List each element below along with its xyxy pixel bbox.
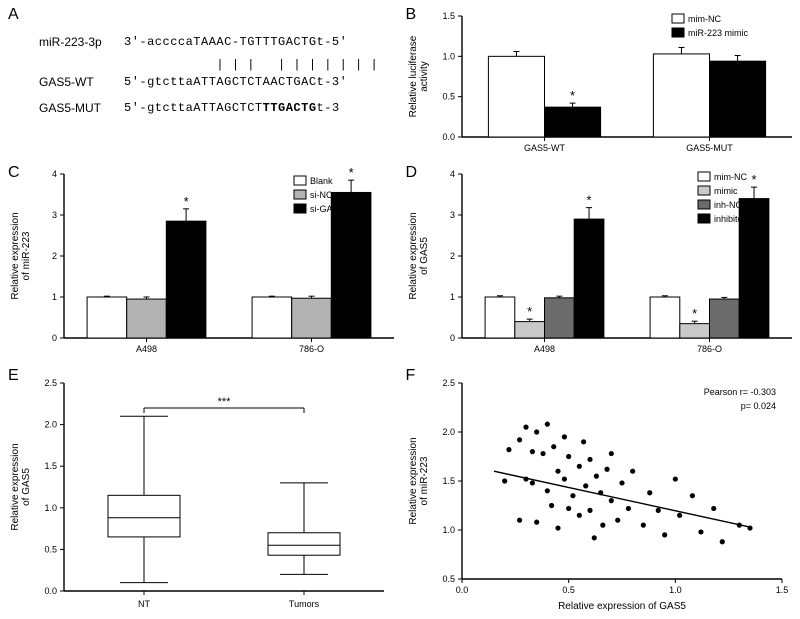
svg-text:of miR-223: of miR-223 <box>21 231 32 280</box>
panel-f-chart: F 0.51.01.52.02.50.00.51.01.5Relative ex… <box>402 365 797 619</box>
svg-text:4: 4 <box>449 169 454 179</box>
svg-text:of GAS5: of GAS5 <box>21 468 32 506</box>
seq-row-gas5-mut: GAS5-MUT 5'-gtcttaATTAGCTCTTTGACTGt-3 <box>39 100 378 117</box>
svg-text:miR-223 mimic: miR-223 mimic <box>688 28 749 38</box>
svg-text:0.5: 0.5 <box>562 585 575 595</box>
svg-text:1.5: 1.5 <box>442 11 455 21</box>
svg-text:*: * <box>586 193 591 208</box>
svg-text:p= 0.024: p= 0.024 <box>740 401 775 411</box>
seq-label: GAS5-MUT <box>39 100 124 117</box>
svg-text:inhibitor: inhibitor <box>714 214 746 224</box>
svg-text:*: * <box>570 88 575 103</box>
seq-label: GAS5-WT <box>39 74 124 91</box>
svg-text:activity: activity <box>419 61 430 92</box>
svg-text:2.0: 2.0 <box>44 420 57 430</box>
svg-text:Relative luciferase: Relative luciferase <box>408 35 419 117</box>
seq-text: 3'-accccaTAAAC-TGTTTGACTGt-5' <box>124 34 347 51</box>
panel-d-chart: D 01234Relative expressionof GAS5A498786… <box>402 162 797 362</box>
svg-text:*: * <box>527 304 532 319</box>
svg-text:*: * <box>692 306 697 321</box>
svg-text:2: 2 <box>449 251 454 261</box>
svg-text:1.5: 1.5 <box>44 461 57 471</box>
seq-row-gas5-wt: GAS5-WT 5'-gtcttaATTAGCTCTAACTGACt-3' <box>39 74 378 91</box>
svg-text:*: * <box>751 172 756 187</box>
svg-text:Relative expression: Relative expression <box>408 437 419 524</box>
svg-text:inh-NC: inh-NC <box>714 200 743 210</box>
svg-text:Blank: Blank <box>310 176 333 186</box>
panel-e-svg: 0.0 0.5 1.0 1.5 2.0 2.5 Relative expressionof … <box>4 365 404 619</box>
svg-text:2.5: 2.5 <box>442 378 455 388</box>
panel-c-chart: C 01234Relative expressionof miR-223A498… <box>4 162 399 362</box>
svg-text:mim-NC: mim-NC <box>688 14 721 24</box>
svg-text:0.5: 0.5 <box>442 92 455 102</box>
svg-text:0.5: 0.5 <box>442 574 455 584</box>
svg-text:0: 0 <box>52 333 57 343</box>
svg-text:Relative expression: Relative expression <box>10 212 21 299</box>
svg-text:A498: A498 <box>533 344 554 354</box>
svg-text:2: 2 <box>52 251 57 261</box>
sequence-block: miR-223-3p 3'-accccaTAAAC-TGTTTGACTGt-5'… <box>39 34 378 123</box>
svg-text:GAS5-WT: GAS5-WT <box>523 143 565 153</box>
svg-text:786-O: 786-O <box>299 344 324 354</box>
svg-text:A498: A498 <box>136 344 157 354</box>
svg-text:786-O: 786-O <box>696 344 721 354</box>
svg-text:*: * <box>349 165 354 180</box>
svg-text:0.0: 0.0 <box>44 586 57 596</box>
svg-text:0.0: 0.0 <box>442 132 455 142</box>
svg-text:*: * <box>184 194 189 209</box>
seq-label: miR-223-3p <box>39 34 124 51</box>
svg-text:4: 4 <box>52 169 57 179</box>
svg-text:1.0: 1.0 <box>44 503 57 513</box>
svg-text:***: *** <box>218 396 232 408</box>
svg-text:2.5: 2.5 <box>44 378 57 388</box>
svg-text:si-GAS5: si-GAS5 <box>310 204 344 214</box>
svg-text:Relative expression: Relative expression <box>408 212 419 299</box>
svg-text:1.0: 1.0 <box>669 585 682 595</box>
svg-text:1.0: 1.0 <box>442 525 455 535</box>
svg-text:1: 1 <box>449 292 454 302</box>
svg-text:mimic: mimic <box>714 186 738 196</box>
svg-text:0: 0 <box>449 333 454 343</box>
svg-text:of miR-223: of miR-223 <box>419 456 430 505</box>
svg-text:3: 3 <box>449 210 454 220</box>
panel-f-svg: 0.51.01.52.02.50.00.51.01.5Relative expr… <box>402 365 800 619</box>
svg-text:Relative expression of GAS5: Relative expression of GAS5 <box>558 601 686 612</box>
panel-b-svg: 0.0 0.5 1.0 1.5 Relative luciferaseactivity G… <box>402 4 800 159</box>
svg-text:GAS5-MUT: GAS5-MUT <box>686 143 733 153</box>
panel-d-svg: 0 1 2 3 4 Relative expressionof GAS5 A498 786-O… <box>402 162 800 362</box>
panel-e-chart: E 0.00.51.01.52.02.5Relative expressiono… <box>4 365 399 619</box>
panel-b-chart: B 0.00.51.01.5Relative luciferaseactivit… <box>402 4 797 159</box>
svg-text:1.0: 1.0 <box>442 51 455 61</box>
svg-text:Pearson r= -0.303: Pearson r= -0.303 <box>703 387 775 397</box>
seq-row-mir223: miR-223-3p 3'-accccaTAAAC-TGTTTGACTGt-5' <box>39 34 378 51</box>
panel-c-svg: 0 1 2 3 4 Relative expressionof miR-223 A498 78… <box>4 162 404 362</box>
svg-text:3: 3 <box>52 210 57 220</box>
svg-text:Tumors: Tumors <box>289 599 320 609</box>
svg-text:of GAS5: of GAS5 <box>419 237 430 275</box>
svg-text:0.5: 0.5 <box>44 544 57 554</box>
svg-text:2.0: 2.0 <box>442 427 455 437</box>
seq-alignment-bars: | | | | | | | | | | <box>124 57 378 74</box>
svg-text:mim-NC: mim-NC <box>714 172 747 182</box>
svg-text:Relative expression: Relative expression <box>10 443 21 530</box>
panel-a-label: A <box>8 6 19 24</box>
seq-text: 5'-gtcttaATTAGCTCTTTGACTGt-3 <box>124 100 340 117</box>
svg-text:NT: NT <box>138 599 150 609</box>
panel-a-sequence: A miR-223-3p 3'-accccaTAAAC-TGTTTGACTGt-… <box>4 4 399 159</box>
svg-text:1.5: 1.5 <box>775 585 788 595</box>
svg-text:1.5: 1.5 <box>442 476 455 486</box>
svg-text:1: 1 <box>52 292 57 302</box>
seq-text: 5'-gtcttaATTAGCTCTAACTGACt-3' <box>124 74 347 91</box>
svg-text:si-NC: si-NC <box>310 190 333 200</box>
svg-text:0.0: 0.0 <box>455 585 468 595</box>
